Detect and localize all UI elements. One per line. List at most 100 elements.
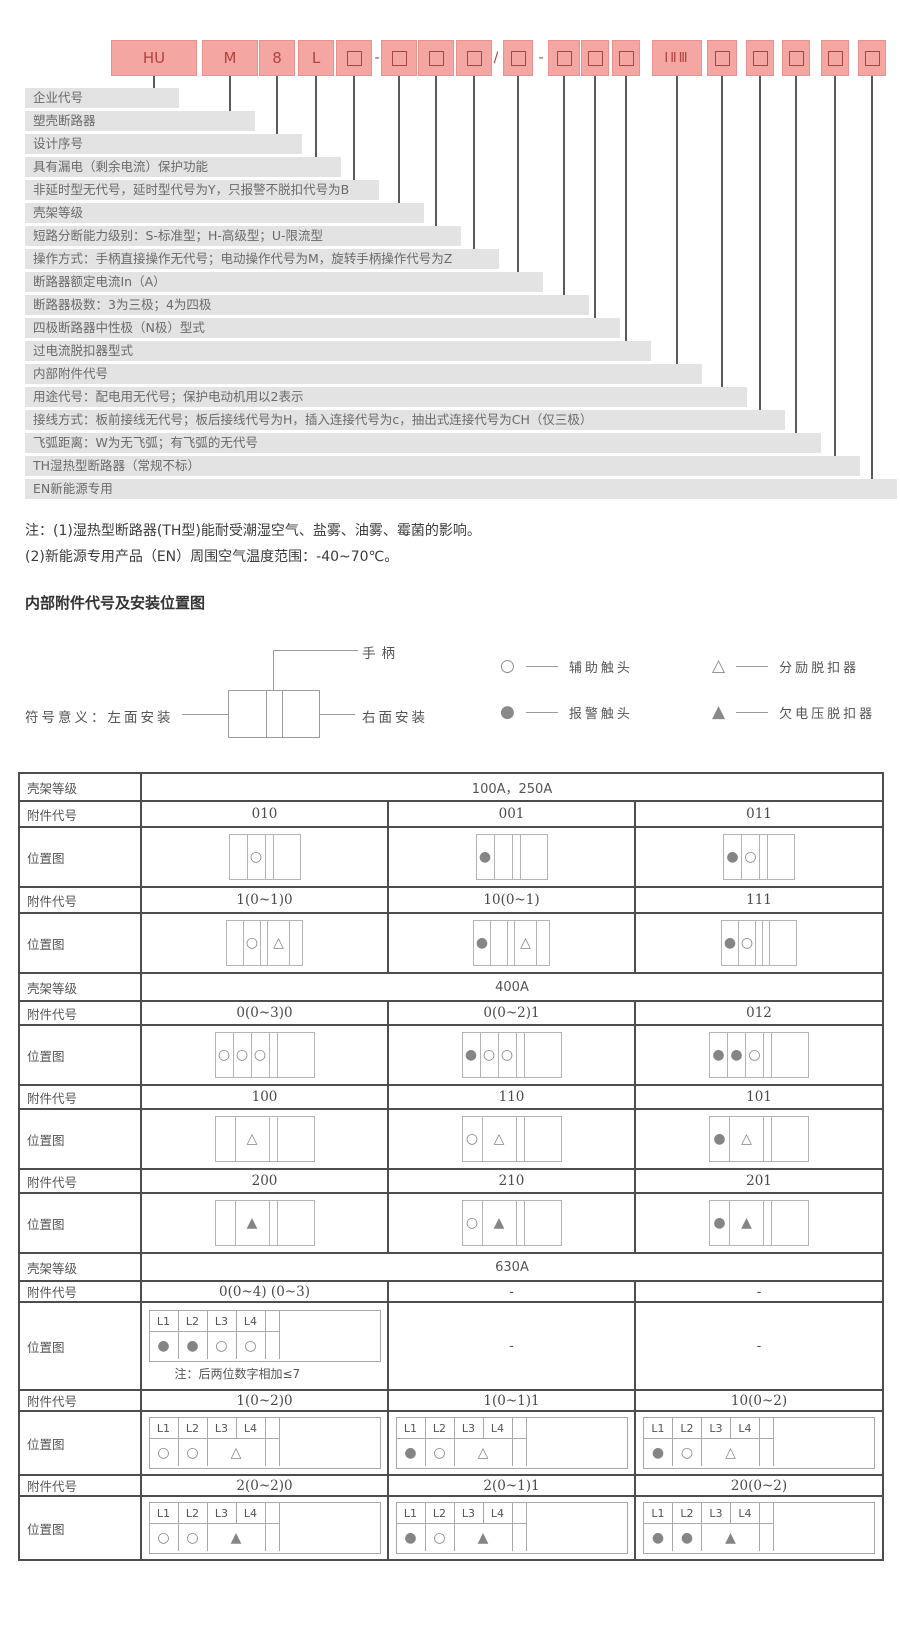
model-code-box-1: HU xyxy=(111,40,197,76)
diagram-cell xyxy=(521,835,547,879)
code-segment-label: 用途代号：配电用无代号；保护电动机用以2表示 xyxy=(25,387,747,407)
table-row: 位置图 ▲ ○ ▲ ● ▲ xyxy=(18,1192,885,1254)
accessory-code-value: 10(0~2) xyxy=(633,1389,885,1412)
dot-symbol-icon: ● xyxy=(651,1444,665,1461)
connector-line xyxy=(276,76,278,134)
pole-grid-header-row: L1 L2 L3 L4 xyxy=(149,1503,380,1524)
position-map-cell: ● ○ ○ xyxy=(387,1024,636,1086)
diagram-cell xyxy=(756,921,763,965)
accessory-code-value: 001 xyxy=(387,800,636,828)
pole-symbol-cell: ○ xyxy=(426,1524,455,1551)
accessory-code-value: 1(0~1)0 xyxy=(140,886,389,914)
diagram-cell: ○ xyxy=(244,921,261,965)
position-map-cell: L1 L2 L3 L4 ○ ○ △ xyxy=(140,1410,389,1476)
position-diagram: ● ○ ○ xyxy=(461,1032,562,1078)
pole-grid: L1 L2 L3 L4 ● ● ○ ○ xyxy=(148,1310,381,1362)
breaker-body xyxy=(228,690,320,738)
pole-symbol-cell: ○ xyxy=(150,1524,179,1551)
pole-grid: L1 L2 L3 L4 ● ○ ▲ xyxy=(395,1502,628,1554)
pole-header-cell-narrow xyxy=(760,1503,774,1524)
diagram-cell: ○ xyxy=(463,1201,483,1245)
pole-symbol-cell: ○ xyxy=(208,1332,237,1359)
pole-symbol-cell: ○ xyxy=(673,1439,702,1466)
position-map-cell: △ xyxy=(140,1108,389,1170)
diagram-cell xyxy=(525,1117,561,1161)
pole-symbol-cell: ○ xyxy=(237,1332,266,1359)
handle-column-line xyxy=(266,691,267,737)
pole-header-cell: L2 xyxy=(673,1418,702,1439)
circ-symbol-icon: ○ xyxy=(249,849,263,865)
model-code-box-11 xyxy=(581,40,609,76)
accessory-code-value: 0(0~3)0 xyxy=(140,1000,389,1026)
position-map-label: 位置图 xyxy=(18,1495,142,1561)
frame-grade-label: 壳架等级 xyxy=(18,972,142,1002)
pole-header-cell: L4 xyxy=(483,1503,513,1524)
placeholder-square-icon xyxy=(510,50,526,66)
diagram-cell xyxy=(227,921,244,965)
pole-symbol-cell: ○ xyxy=(179,1524,208,1551)
position-map-cell: ○ ○ ○ xyxy=(140,1024,389,1086)
position-map-cell: L1 L2 L3 L4 ○ ○ ▲ xyxy=(140,1495,389,1561)
diagram-cell xyxy=(525,1033,561,1077)
pole-header-cell-narrow xyxy=(760,1418,774,1439)
model-code-box-4: L xyxy=(298,40,334,76)
code-separator: / xyxy=(493,50,499,66)
accessory-code-value: 210 xyxy=(387,1168,636,1194)
diagram-cell: ○ xyxy=(739,921,756,965)
code-segment-label: 设计序号 xyxy=(25,134,302,154)
dot-symbol-icon: ● xyxy=(680,1529,694,1546)
diagram-cell xyxy=(772,1201,808,1245)
section-title: 内部附件代号及安装位置图 xyxy=(25,594,206,612)
diagram-cell xyxy=(517,1033,525,1077)
diagram-cell: △ xyxy=(268,921,290,965)
legend-item-triangle-open: △ 分励脱扣器 xyxy=(712,656,859,676)
diagram-cell: ○ xyxy=(248,835,266,879)
pole-header-cell: L3 xyxy=(207,1418,237,1439)
position-diagram: L1 L2 L3 L4 ● ○ △ xyxy=(395,1417,628,1469)
position-map-cell: L1 L2 L3 L4 ● ○ △ xyxy=(387,1410,636,1476)
right-mount-label: 右面安装 xyxy=(362,710,428,726)
position-diagram: ○ ▲ xyxy=(461,1200,562,1246)
diagram-cell: △ xyxy=(483,1117,517,1161)
table-row: 附件代号 2(0~2)0 2(0~1)1 20(0~2) xyxy=(18,1474,885,1497)
position-diagram: △ xyxy=(214,1116,315,1162)
diagram-cell: ● xyxy=(474,921,491,965)
table-row: 附件代号 1(0~1)0 10(0~1) 111 xyxy=(18,886,885,914)
pole-header-cell-narrow xyxy=(265,1311,280,1332)
connector-line xyxy=(435,76,437,226)
accessory-code-label: 附件代号 xyxy=(18,1280,142,1303)
tria-symbol-icon: ▲ xyxy=(477,1529,489,1546)
placeholder-square-icon xyxy=(346,50,362,66)
pole-header-cell: L1 xyxy=(396,1503,426,1524)
diagram-cell: ○ xyxy=(216,1033,234,1077)
pole-symbol-cell: ● xyxy=(150,1332,179,1359)
dot-symbol-icon: ● xyxy=(730,1047,743,1063)
diagram-cell xyxy=(270,1201,278,1245)
connector-line xyxy=(721,76,723,387)
pole-header-cell-narrow xyxy=(265,1418,280,1439)
code-segment-label: 操作方式：手柄直接操作无代号；电动操作代号为M，旋转手柄操作代号为Z xyxy=(25,249,499,269)
diagram-cell xyxy=(772,1033,808,1077)
code-segment-label: 飞弧距离：W为无飞弧；有飞弧的无代号 xyxy=(25,433,821,453)
code-segment-label: 企业代号 xyxy=(25,88,179,108)
model-code-box-14 xyxy=(707,40,737,76)
table-row: 附件代号 0(0~3)0 0(0~2)1 012 xyxy=(18,1000,885,1026)
model-code-box-2: M xyxy=(202,40,258,76)
pole-header-cell: L3 xyxy=(702,1503,731,1524)
table-row: 附件代号 0(0~4) (0~3) - - xyxy=(18,1280,885,1303)
pole-header-cell: L2 xyxy=(178,1503,208,1524)
pole-symbol-cell: ○ xyxy=(426,1439,455,1466)
connector-line xyxy=(473,76,475,249)
model-code-box-10 xyxy=(548,40,580,76)
pole-header-cell-narrow xyxy=(512,1503,527,1524)
position-diagram: ● ▲ xyxy=(709,1200,809,1246)
diagram-cell xyxy=(517,1201,525,1245)
diagram-cell xyxy=(278,1033,314,1077)
position-map-cell: - xyxy=(633,1301,885,1391)
pole-grid: L1 L2 L3 L4 ○ ○ △ xyxy=(148,1417,381,1469)
dot-symbol-icon: ● xyxy=(464,1047,478,1063)
pole-grid-symbol-row: ○ ○ △ xyxy=(150,1439,380,1466)
pole-grid-symbol-row: ● ● ○ ○ xyxy=(150,1332,380,1359)
note-line-1: 注：(1)湿热型断路器(TH型)能耐受潮湿空气、盐雾、油雾、霉菌的影响。 xyxy=(25,523,481,539)
pole-header-cell: L3 xyxy=(702,1418,731,1439)
